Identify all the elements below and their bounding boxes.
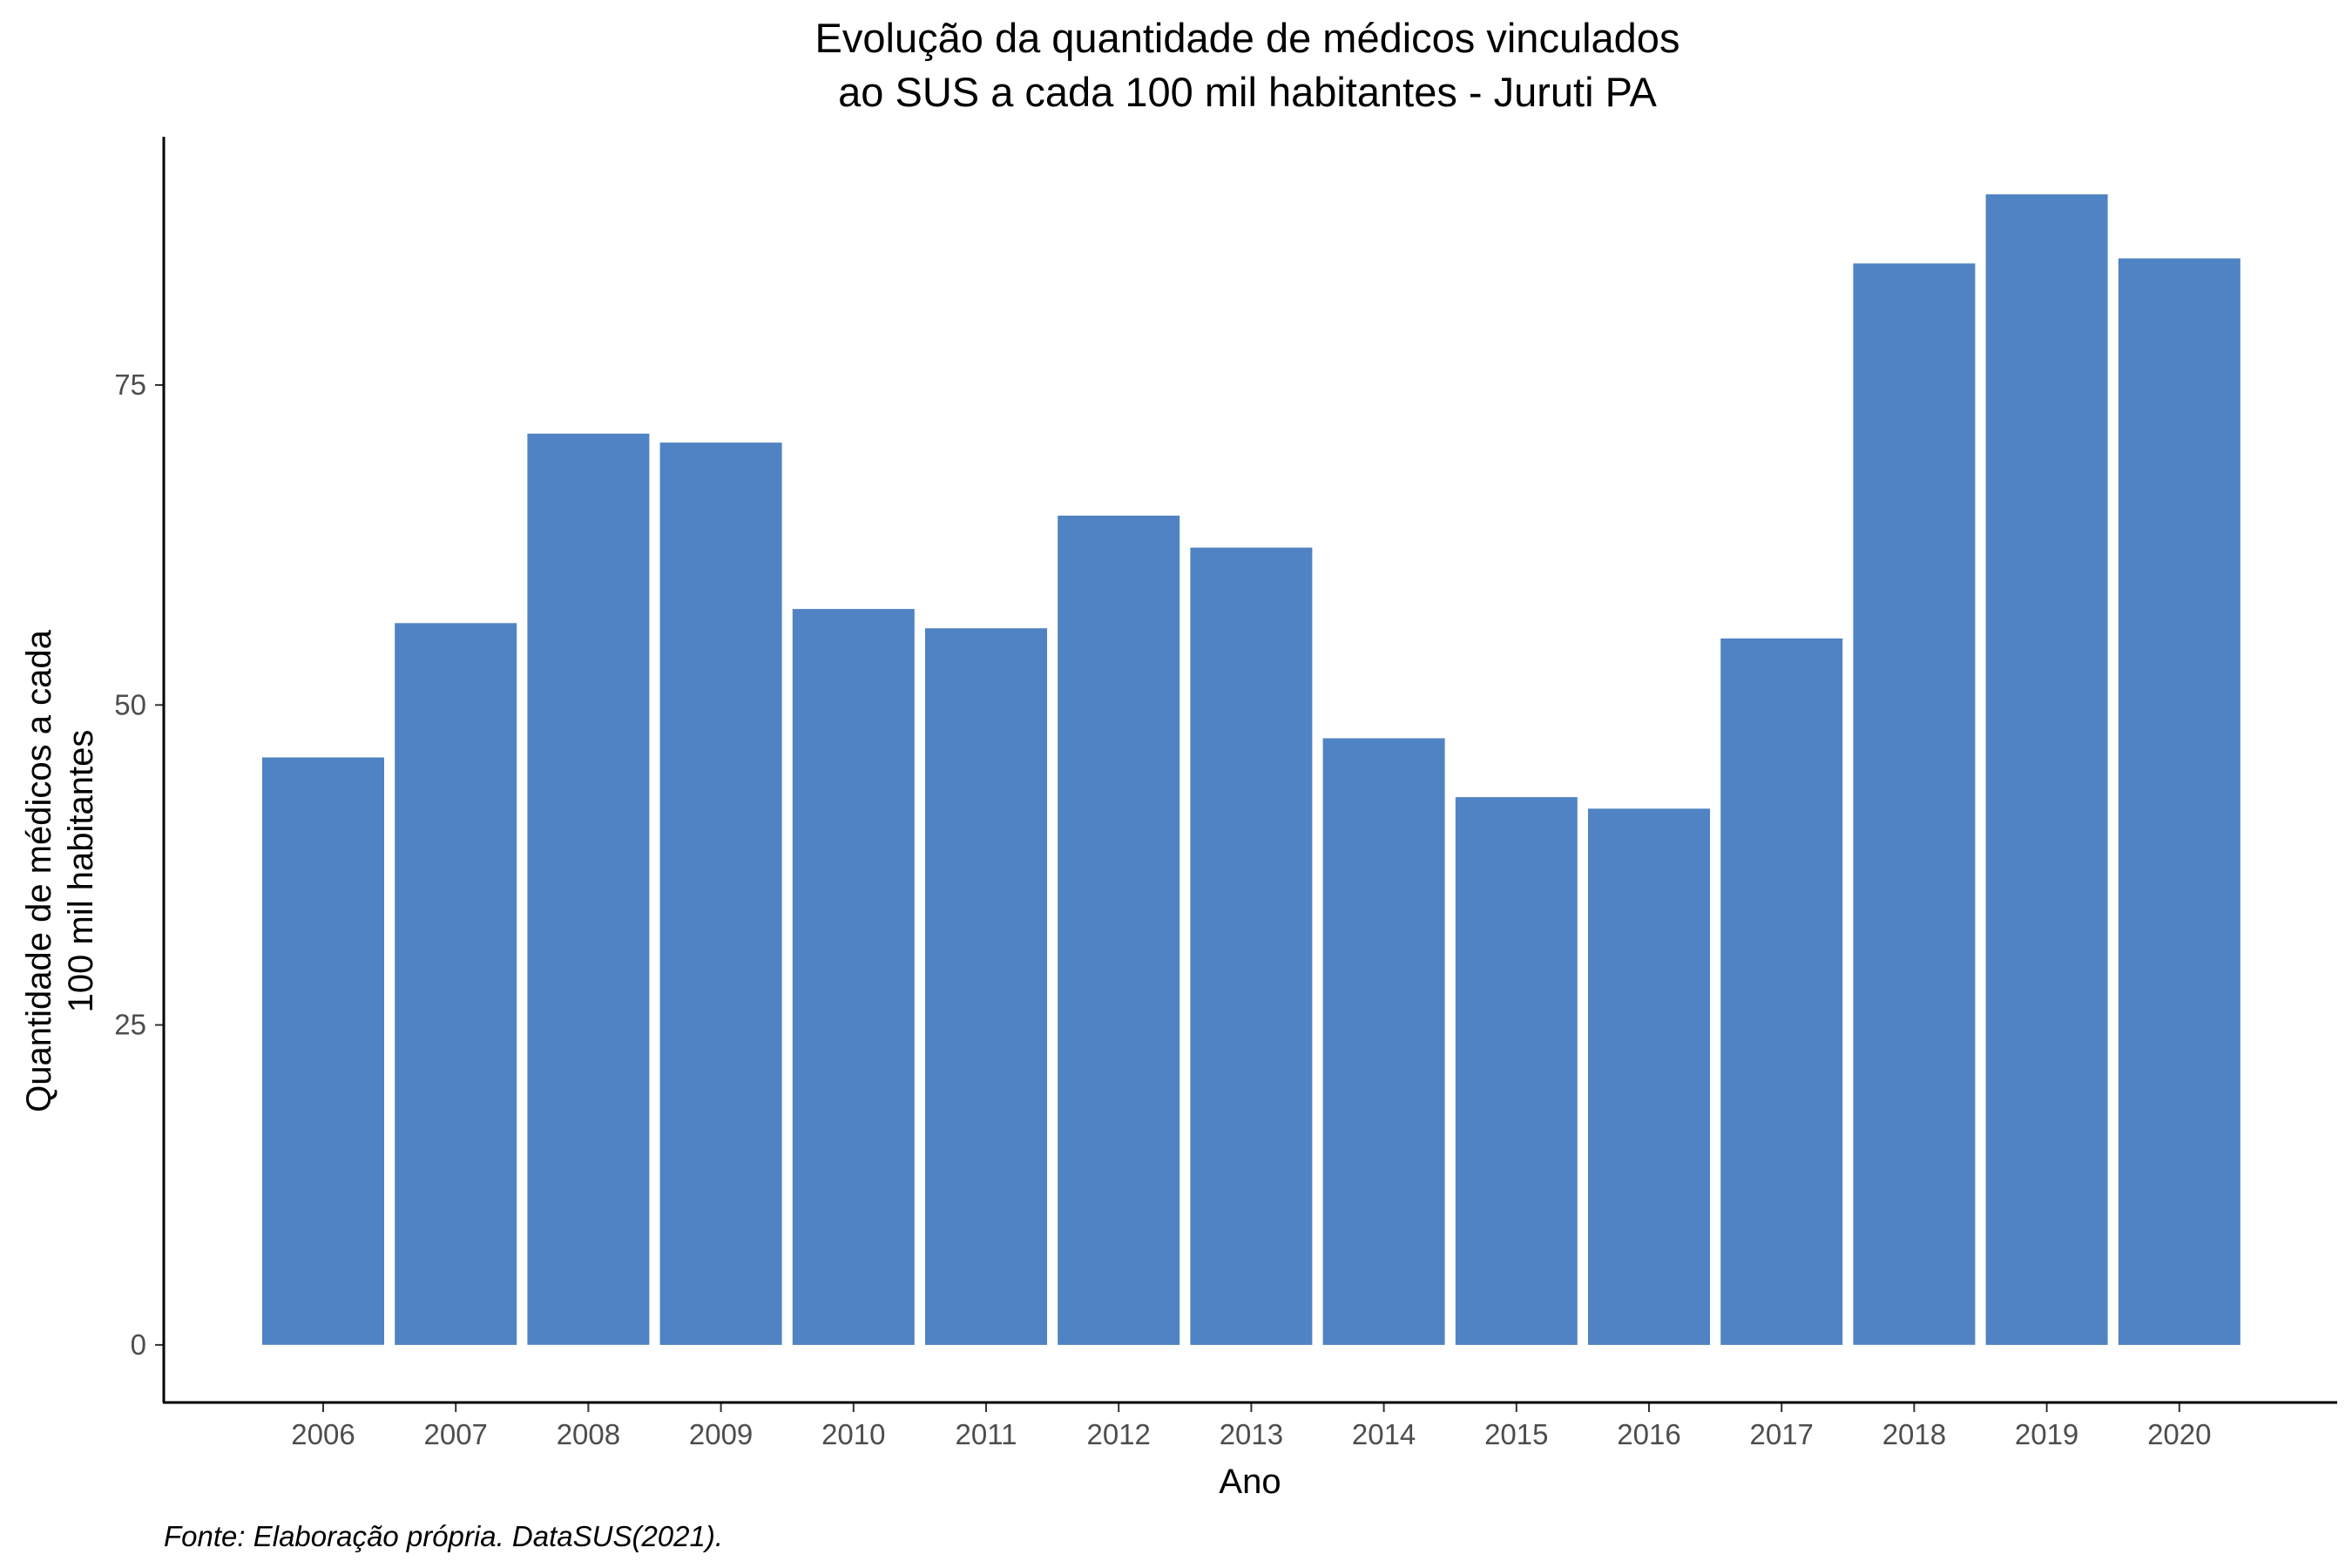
bar-2014 bbox=[1322, 738, 1445, 1345]
chart-title-line-2: ao SUS a cada 100 mil habitantes - Jurut… bbox=[838, 69, 1657, 115]
x-tick-label-2014: 2014 bbox=[1352, 1418, 1416, 1450]
x-tick-label-2016: 2016 bbox=[1617, 1418, 1680, 1450]
x-tick-label-2009: 2009 bbox=[689, 1418, 753, 1450]
bar-2017 bbox=[1720, 638, 1843, 1345]
bar-2016 bbox=[1588, 808, 1710, 1345]
x-tick-label-2008: 2008 bbox=[557, 1418, 620, 1450]
x-tick-label-2015: 2015 bbox=[1484, 1418, 1548, 1450]
x-tick-label-2013: 2013 bbox=[1220, 1418, 1283, 1450]
y-axis-title-line-1: Quantidade de médicos a cada bbox=[20, 629, 58, 1112]
bar-2015 bbox=[1455, 797, 1578, 1345]
x-tick-label-2018: 2018 bbox=[1882, 1418, 1946, 1450]
x-tick-label-2011: 2011 bbox=[956, 1418, 1017, 1450]
bars-group bbox=[262, 194, 2240, 1345]
bar-2010 bbox=[792, 609, 915, 1345]
x-axis-title: Ano bbox=[1219, 1463, 1281, 1501]
bar-2009 bbox=[659, 443, 782, 1345]
y-tick-label-50: 50 bbox=[114, 688, 146, 720]
bar-2018 bbox=[1853, 263, 1976, 1345]
x-tick-label-2006: 2006 bbox=[291, 1418, 355, 1450]
x-tick-label-2019: 2019 bbox=[2015, 1418, 2078, 1450]
y-tick-label-75: 75 bbox=[114, 368, 146, 401]
y-axis-title-line-2: 100 mil habitantes bbox=[62, 730, 100, 1013]
chart-title: Evolução da quantidade de médicos vincul… bbox=[815, 15, 1680, 115]
bar-2011 bbox=[925, 628, 1047, 1345]
x-tick-label-2007: 2007 bbox=[423, 1418, 487, 1450]
bar-2020 bbox=[2118, 258, 2240, 1345]
bar-2019 bbox=[1985, 194, 2108, 1345]
x-tick-label-2010: 2010 bbox=[821, 1418, 885, 1450]
bar-2007 bbox=[395, 623, 517, 1345]
y-tick-label-0: 0 bbox=[131, 1328, 146, 1361]
bar-2013 bbox=[1190, 547, 1313, 1345]
x-tick-label-2017: 2017 bbox=[1749, 1418, 1813, 1450]
bar-2006 bbox=[262, 757, 384, 1345]
x-tick-label-2020: 2020 bbox=[2147, 1418, 2211, 1450]
x-tick-label-2012: 2012 bbox=[1086, 1418, 1150, 1450]
y-axis-title: Quantidade de médicos a cada 100 mil hab… bbox=[20, 629, 100, 1112]
x-axis-ticks: 2006 2007 2008 2009 2010 2011 2012 2013 2014 2015… bbox=[291, 1402, 2212, 1450]
bar-2008 bbox=[527, 433, 650, 1345]
y-axis-ticks: 0 25 50 75 bbox=[114, 368, 164, 1361]
y-tick-label-25: 25 bbox=[114, 1009, 146, 1041]
chart-caption: Fonte: Elaboração própria. DataSUS(2021)… bbox=[164, 1520, 723, 1552]
bar-2012 bbox=[1058, 515, 1180, 1345]
chart-title-line-1: Evolução da quantidade de médicos vincul… bbox=[815, 15, 1680, 61]
